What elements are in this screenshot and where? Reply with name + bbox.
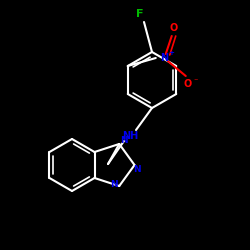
Text: F: F	[136, 9, 144, 19]
Text: N: N	[160, 53, 168, 63]
Text: N: N	[120, 136, 128, 145]
Text: +: +	[168, 50, 174, 56]
Text: N: N	[133, 166, 140, 174]
Text: N: N	[110, 180, 118, 188]
Text: O: O	[170, 23, 178, 33]
Text: O: O	[184, 79, 192, 89]
Text: ⁻: ⁻	[194, 76, 198, 86]
Text: NH: NH	[122, 131, 138, 141]
